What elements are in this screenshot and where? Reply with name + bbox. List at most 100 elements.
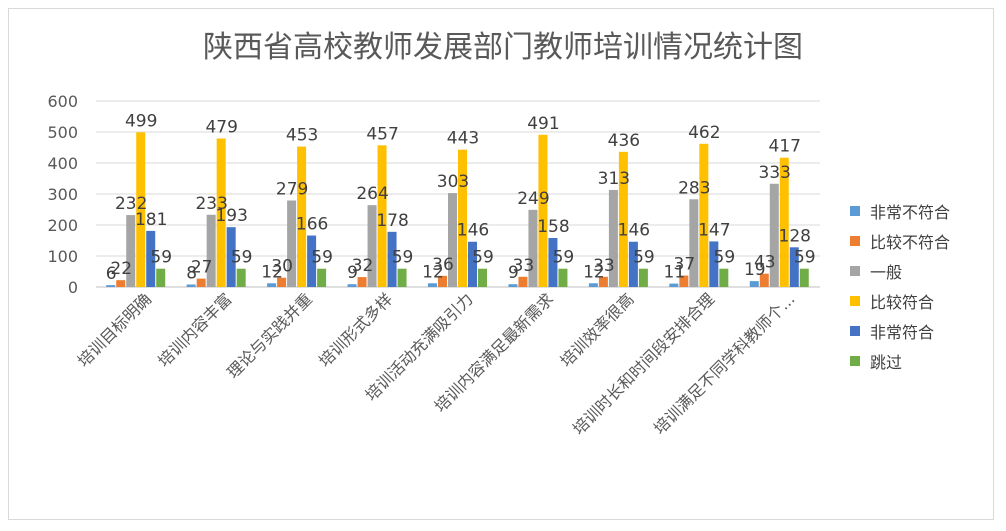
bar [679,275,689,287]
bar [669,283,679,287]
bar [618,151,628,287]
data-label: 303 [437,172,469,192]
bar [428,283,437,287]
data-label: 193 [215,206,247,226]
data-label: 264 [356,184,388,204]
data-label: 11 [664,263,686,283]
y-tick-label: 400 [47,154,78,173]
legend-label: 非常符合 [870,323,935,342]
bar [156,268,166,287]
data-label: 59 [633,248,655,268]
data-label: 146 [457,221,489,241]
y-tick-label: 100 [47,247,78,266]
legend-swatch [850,326,860,336]
data-label: 453 [286,126,318,146]
bar [236,268,246,287]
x-tick-label: 培训目标明确 [74,289,155,370]
bar [267,283,277,287]
bar [719,268,729,287]
y-tick-label: 600 [47,92,78,111]
bar [397,268,407,287]
bar [558,268,568,287]
legend-swatch [850,236,860,246]
bar [357,277,367,287]
bar [779,157,789,287]
data-label: 59 [794,248,816,268]
bar [216,138,226,287]
data-label: 59 [150,248,172,268]
legend-item: 比较不符合 [850,226,950,256]
data-label: 33 [593,256,615,276]
data-label: 313 [598,169,630,189]
bar [196,278,206,287]
bar [377,145,387,287]
bar [588,283,598,287]
y-tick-label: 300 [47,185,78,204]
data-label: 33 [513,256,535,276]
legend-label: 跳过 [870,353,903,372]
data-label: 12 [583,262,605,282]
data-label: 128 [779,226,811,246]
data-label: 22 [110,259,132,279]
legend-label: 一般 [870,263,903,282]
bar [709,241,719,287]
data-label: 36 [432,255,454,275]
data-label: 436 [608,131,640,151]
bar [186,284,196,287]
data-label: 59 [392,248,414,268]
data-label: 12 [422,262,444,282]
y-tick-label: 200 [47,216,78,235]
legend-item: 非常不符合 [850,196,950,226]
bar [468,241,477,287]
data-label: 8 [186,264,197,284]
bar [287,200,297,287]
legend-label: 非常不符合 [870,203,951,222]
data-label: 59 [231,248,253,268]
data-label: 417 [769,137,801,157]
data-label: 232 [115,194,147,214]
chart-legend: 非常不符合比较不符合一般比较符合非常符合跳过 [850,196,950,376]
bar [226,227,236,287]
data-label: 59 [311,248,333,268]
bar [448,193,457,287]
bar [638,268,648,287]
data-label: 27 [191,258,213,278]
bar [769,183,779,287]
legend-item: 非常符合 [850,316,950,346]
bar [458,149,467,287]
bar [438,275,447,287]
data-label: 19 [744,260,766,280]
bar [598,276,608,287]
bar [799,268,809,287]
x-tick-label: 培训形式多样 [315,289,396,370]
y-tick-label: 500 [47,123,78,142]
bar [789,247,799,287]
bar [347,284,357,287]
data-label: 479 [205,118,237,138]
bar [297,146,307,287]
bar [608,189,618,287]
bar [387,231,397,287]
bar [548,238,558,287]
y-tick-label: 0 [68,278,78,297]
bar [689,199,699,287]
legend-label: 比较不符合 [870,233,951,252]
data-label: 9 [508,263,519,283]
legend-label: 比较符合 [870,293,935,312]
x-tick-label: 培训时长和时间段安排合理 [569,289,718,438]
data-label: 283 [678,178,710,198]
chart-frame [8,8,994,520]
data-label: 166 [296,215,328,235]
data-label: 59 [714,248,736,268]
bar [628,241,638,287]
data-label: 279 [276,180,308,200]
bar [699,143,709,287]
bar [136,132,146,287]
data-label: 43 [754,253,776,273]
bar [307,235,317,287]
data-label: 333 [759,163,791,183]
x-tick-label: 培训内容丰富 [154,289,235,370]
bar [508,284,518,287]
x-tick-label: 培训满足不同学科教师个... [650,289,799,438]
